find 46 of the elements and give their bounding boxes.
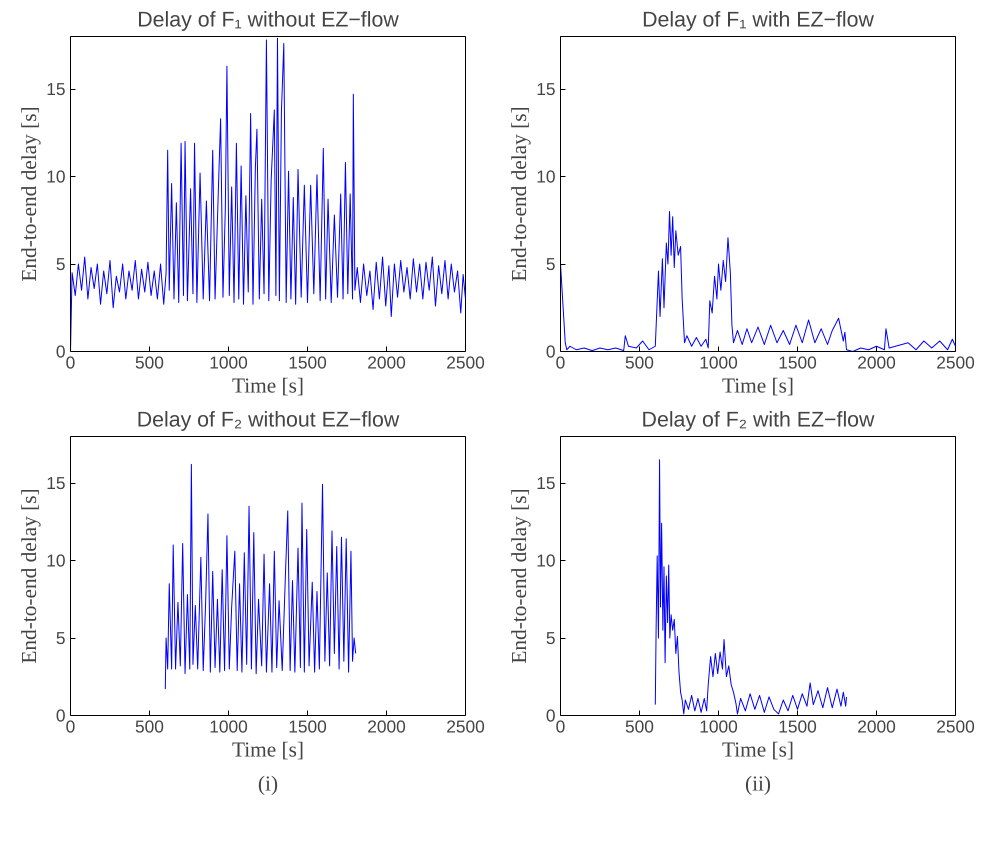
- y-tick-label: 10: [46, 550, 66, 570]
- text: (ii): [744, 772, 772, 796]
- text: (i): [258, 772, 278, 796]
- x-tick-label: 1500: [778, 716, 817, 736]
- x-tick-label: 2500: [446, 352, 485, 372]
- chart-title: Delay of F₁ without EZ−flow: [137, 8, 400, 32]
- y-tick-label: 5: [546, 628, 556, 648]
- x-tick-label: 2500: [446, 716, 485, 736]
- y-axis-title: End-to-end delay [s]: [17, 106, 42, 282]
- x-tick-label: 2000: [367, 352, 406, 372]
- y-tick-label: 15: [46, 79, 66, 99]
- x-tick-label: 2500: [936, 352, 975, 372]
- x-tick-label: 1000: [699, 716, 738, 736]
- x-axis-title: Time [s]: [722, 738, 794, 762]
- x-tick-label: 1500: [288, 352, 327, 372]
- x-tick-label: 1500: [778, 352, 817, 372]
- y-tick-label: 10: [536, 550, 556, 570]
- y-tick-label: 5: [56, 254, 66, 274]
- x-tick-label: 500: [625, 716, 654, 736]
- x-tick-label: 1500: [288, 716, 327, 736]
- y-tick-label: 5: [56, 628, 66, 648]
- x-axis-title: Time [s]: [722, 374, 794, 398]
- y-tick-label: 10: [46, 166, 66, 186]
- y-tick-label: 10: [536, 166, 556, 186]
- x-tick-label: 1000: [209, 352, 248, 372]
- x-tick-label: 1000: [699, 352, 738, 372]
- x-tick-label: 500: [625, 352, 654, 372]
- chart-title: Delay of F₂ with EZ−flow: [642, 408, 876, 432]
- x-axis-title: Time [s]: [232, 738, 304, 762]
- chart-title: Delay of F₂ without EZ−flow: [136, 408, 400, 432]
- y-axis-title: End-to-end delay [s]: [507, 106, 532, 282]
- x-tick-label: 500: [135, 716, 164, 736]
- x-tick-label: 500: [135, 352, 164, 372]
- x-tick-label: 2500: [936, 716, 975, 736]
- y-tick-label: 15: [46, 473, 66, 493]
- x-tick-label: 1000: [209, 716, 248, 736]
- y-axis-title: End-to-end delay [s]: [507, 488, 532, 664]
- chart-title: Delay of F₁ with EZ−flow: [642, 8, 874, 32]
- y-axis-title: End-to-end delay [s]: [17, 488, 42, 664]
- x-tick-label: 2000: [857, 716, 896, 736]
- x-axis-title: Time [s]: [232, 374, 304, 398]
- y-tick-label: 15: [536, 79, 556, 99]
- y-tick-label: 15: [536, 473, 556, 493]
- x-tick-label: 2000: [367, 716, 406, 736]
- y-tick-label: 5: [546, 254, 556, 274]
- x-tick-label: 2000: [857, 352, 896, 372]
